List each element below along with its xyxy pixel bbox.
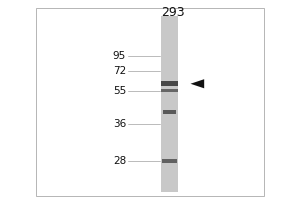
Bar: [161, 16, 178, 192]
Text: 293: 293: [161, 5, 184, 19]
Text: 55: 55: [113, 86, 126, 96]
Text: 95: 95: [113, 51, 126, 61]
Bar: [36, 8, 264, 196]
Bar: [161, 89, 178, 92]
Bar: [161, 81, 178, 86]
Bar: [163, 159, 176, 163]
Text: 72: 72: [113, 66, 126, 76]
Bar: [163, 110, 176, 114]
Text: 28: 28: [113, 156, 126, 166]
Text: 36: 36: [113, 119, 126, 129]
Polygon shape: [190, 79, 204, 88]
